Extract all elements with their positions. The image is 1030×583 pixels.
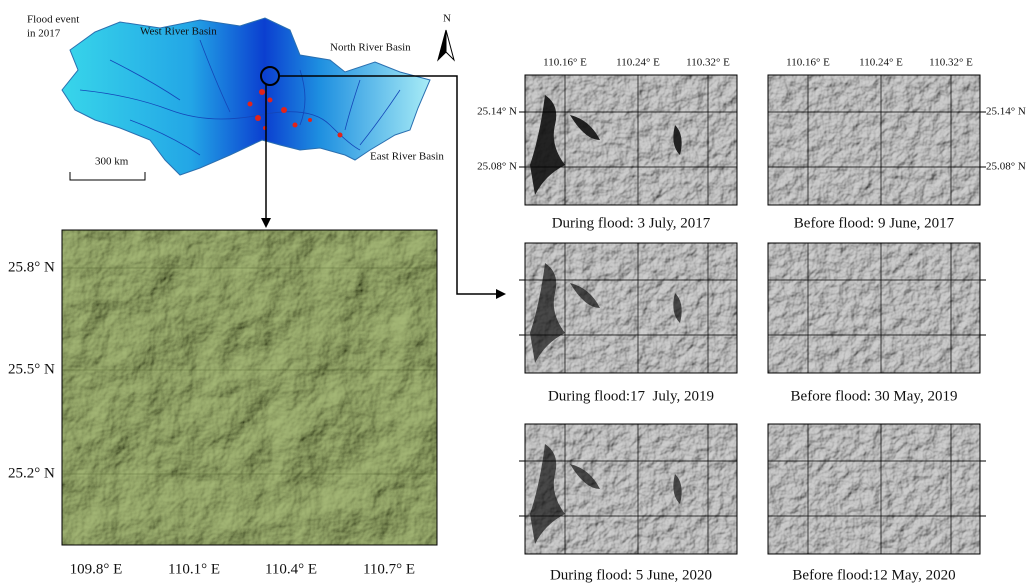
sar-image <box>525 424 737 554</box>
basin-map: Flood event in 2017 West River Basin Nor… <box>27 13 454 180</box>
north-river-label: North River Basin <box>330 42 411 54</box>
caption: During flood: 3 July, 2017 <box>552 215 711 231</box>
dem-tint <box>62 230 437 545</box>
sar-image <box>768 424 980 554</box>
flood-event-label: in 2017 <box>27 28 61 40</box>
lon-label: 110.7° E <box>363 561 415 577</box>
lat-label: 25.5° N <box>8 361 55 377</box>
figure: Flood event in 2017 West River Basin Nor… <box>0 0 1030 583</box>
caption: Before flood: 30 May, 2019 <box>791 388 958 404</box>
lon-label: 110.24° E <box>616 57 660 69</box>
west-river-label: West River Basin <box>140 26 217 38</box>
lat-label: 25.8° N <box>8 259 55 275</box>
north-label: N <box>443 13 451 25</box>
sar-image <box>525 243 737 373</box>
lon-label: 110.24° E <box>859 57 903 69</box>
lon-label: 110.4° E <box>265 561 317 577</box>
scale-bar <box>70 172 145 180</box>
lon-label: 109.8° E <box>70 561 123 577</box>
sar-image <box>768 243 980 373</box>
arrow-head <box>261 218 271 228</box>
caption: During flood:17 July, 2019 <box>548 388 714 404</box>
lat-label: 25.14° N <box>986 106 1026 118</box>
lon-label: 110.32° E <box>929 57 973 69</box>
lon-label: 110.16° E <box>786 57 830 69</box>
sar-image <box>768 75 980 205</box>
lat-label: 25.14° N <box>477 106 517 118</box>
lat-label: 25.2° N <box>8 465 55 481</box>
flood-event-label: Flood event <box>27 14 79 26</box>
north-arrow <box>438 30 446 60</box>
caption: Before flood: 9 June, 2017 <box>794 215 955 231</box>
lon-label: 110.32° E <box>686 57 730 69</box>
dem-map <box>62 230 437 545</box>
sar-image <box>525 75 737 205</box>
lat-label: 25.08° N <box>986 161 1026 173</box>
caption: Before flood:12 May, 2020 <box>792 567 955 583</box>
lon-label: 110.16° E <box>543 57 587 69</box>
lat-label: 25.08° N <box>477 161 517 173</box>
scale-label: 300 km <box>95 156 129 168</box>
east-river-label: East River Basin <box>370 151 444 163</box>
lon-label: 110.1° E <box>168 561 220 577</box>
arrow-head <box>496 289 506 299</box>
north-arrow <box>446 30 454 60</box>
caption: During flood: 5 June, 2020 <box>550 567 712 583</box>
